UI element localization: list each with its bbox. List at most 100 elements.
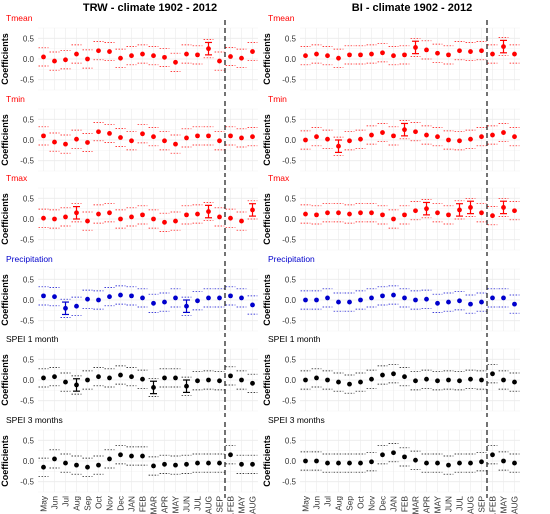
data-point (501, 44, 506, 49)
data-point (336, 210, 341, 216)
data-point (402, 374, 407, 380)
data-point (424, 206, 429, 212)
y-tick-label: 0.5 (285, 355, 297, 364)
column-title-trw: TRW - climate 1902 - 2012 (83, 2, 217, 14)
data-point (369, 132, 374, 138)
data-point (303, 211, 308, 217)
data-point (85, 140, 90, 145)
data-point (140, 453, 145, 459)
x-tick-label: MAR (411, 496, 421, 514)
data-point (239, 218, 244, 224)
data-point (490, 132, 495, 138)
data-point (41, 133, 46, 139)
data-point (413, 297, 418, 303)
y-tick-label: 0.5 (23, 355, 35, 364)
x-tick-label: Jun (312, 496, 322, 510)
data-point (195, 378, 200, 384)
data-point (380, 212, 385, 218)
data-point (173, 462, 178, 468)
y-tick-label: 0.0 (285, 136, 297, 145)
data-point (195, 460, 200, 466)
data-point (162, 375, 167, 381)
x-tick-label: JUN (182, 496, 192, 512)
data-point (206, 133, 211, 139)
y-tick-label: -0.5 (282, 157, 296, 166)
data-point (85, 296, 90, 302)
data-point (380, 372, 385, 378)
data-point (325, 377, 330, 383)
data-point (501, 205, 506, 210)
x-tick-label: Dec (116, 496, 126, 511)
data-point (63, 57, 68, 63)
data-point (195, 52, 200, 58)
data-point (402, 52, 407, 58)
y-axis-title: Coefficients (0, 33, 10, 85)
y-tick-label: 0.0 (23, 136, 35, 145)
data-point (151, 463, 156, 469)
panel-title: SPEI 1 month (6, 334, 59, 344)
data-point (206, 46, 211, 52)
y-axis-title: Coefficients (262, 354, 272, 406)
data-point (490, 51, 495, 57)
data-point (380, 293, 385, 299)
x-axis-labels: May Jun Jul Aug Sep Oct Nov Dec JAN FEB MAR APR MAY J… (39, 495, 520, 514)
data-point (52, 58, 57, 64)
data-point (435, 210, 440, 216)
x-tick-label: AUG (204, 496, 214, 514)
data-point (402, 127, 407, 133)
data-point (501, 458, 506, 464)
x-tick-label: MAR (149, 496, 159, 514)
data-point (52, 294, 57, 300)
y-axis-title: Coefficients (262, 274, 272, 326)
data-point (490, 213, 495, 219)
x-tick-label: Oct (356, 495, 366, 509)
data-point (380, 452, 385, 458)
data-point (358, 297, 363, 303)
data-point (512, 301, 517, 307)
data-point (140, 131, 145, 137)
panel-title: Precipitation (6, 254, 53, 264)
data-point (501, 130, 506, 135)
data-point (74, 462, 79, 468)
y-axis-title: Coefficients (0, 193, 10, 245)
x-tick-label: Oct (94, 495, 104, 509)
gridlines (38, 27, 258, 91)
data-point (512, 51, 517, 57)
data-point (107, 210, 112, 216)
y-tick-label: 0.0 (23, 376, 35, 385)
data-point (435, 134, 440, 140)
panel-tmean-bi: Tmean 0.5 0.0 -0.5 Coefficients (262, 13, 520, 96)
data-point (424, 460, 429, 466)
y-axis-title: Coefficients (0, 274, 10, 326)
data-point (206, 209, 211, 214)
x-tick-label: MAR...MAY (499, 496, 509, 514)
data-point (195, 298, 200, 304)
y-axis-title: Coefficients (262, 435, 272, 487)
data-point (96, 374, 101, 380)
data-point (162, 54, 167, 60)
data-point (314, 134, 319, 140)
x-tick-label: Jul (323, 496, 333, 507)
data-point (74, 382, 79, 388)
y-tick-label: 0.0 (285, 215, 297, 224)
data-point (314, 51, 319, 57)
data-point (358, 460, 363, 466)
y-tick-label: -0.5 (20, 478, 34, 487)
y-tick-label: 0.0 (285, 296, 297, 305)
data-point (479, 459, 484, 465)
data-point (314, 297, 319, 303)
data-point (314, 212, 319, 218)
data-point (314, 375, 319, 381)
y-axis-title: Coefficients (262, 33, 272, 85)
y-tick-label: 0.5 (285, 115, 297, 124)
x-tick-label: FEB (400, 496, 410, 513)
data-point (358, 52, 363, 58)
x-tick-label: FEB (138, 496, 148, 513)
panel-precipitation-trw: Precipitation 0.5 0.0 -0.5 Coefficients (0, 254, 258, 337)
data-point (85, 464, 90, 470)
data-point (303, 297, 308, 303)
data-point (63, 379, 68, 385)
data-point (162, 461, 167, 467)
y-axis-title: Coefficients (0, 114, 10, 166)
data-point (347, 138, 352, 144)
